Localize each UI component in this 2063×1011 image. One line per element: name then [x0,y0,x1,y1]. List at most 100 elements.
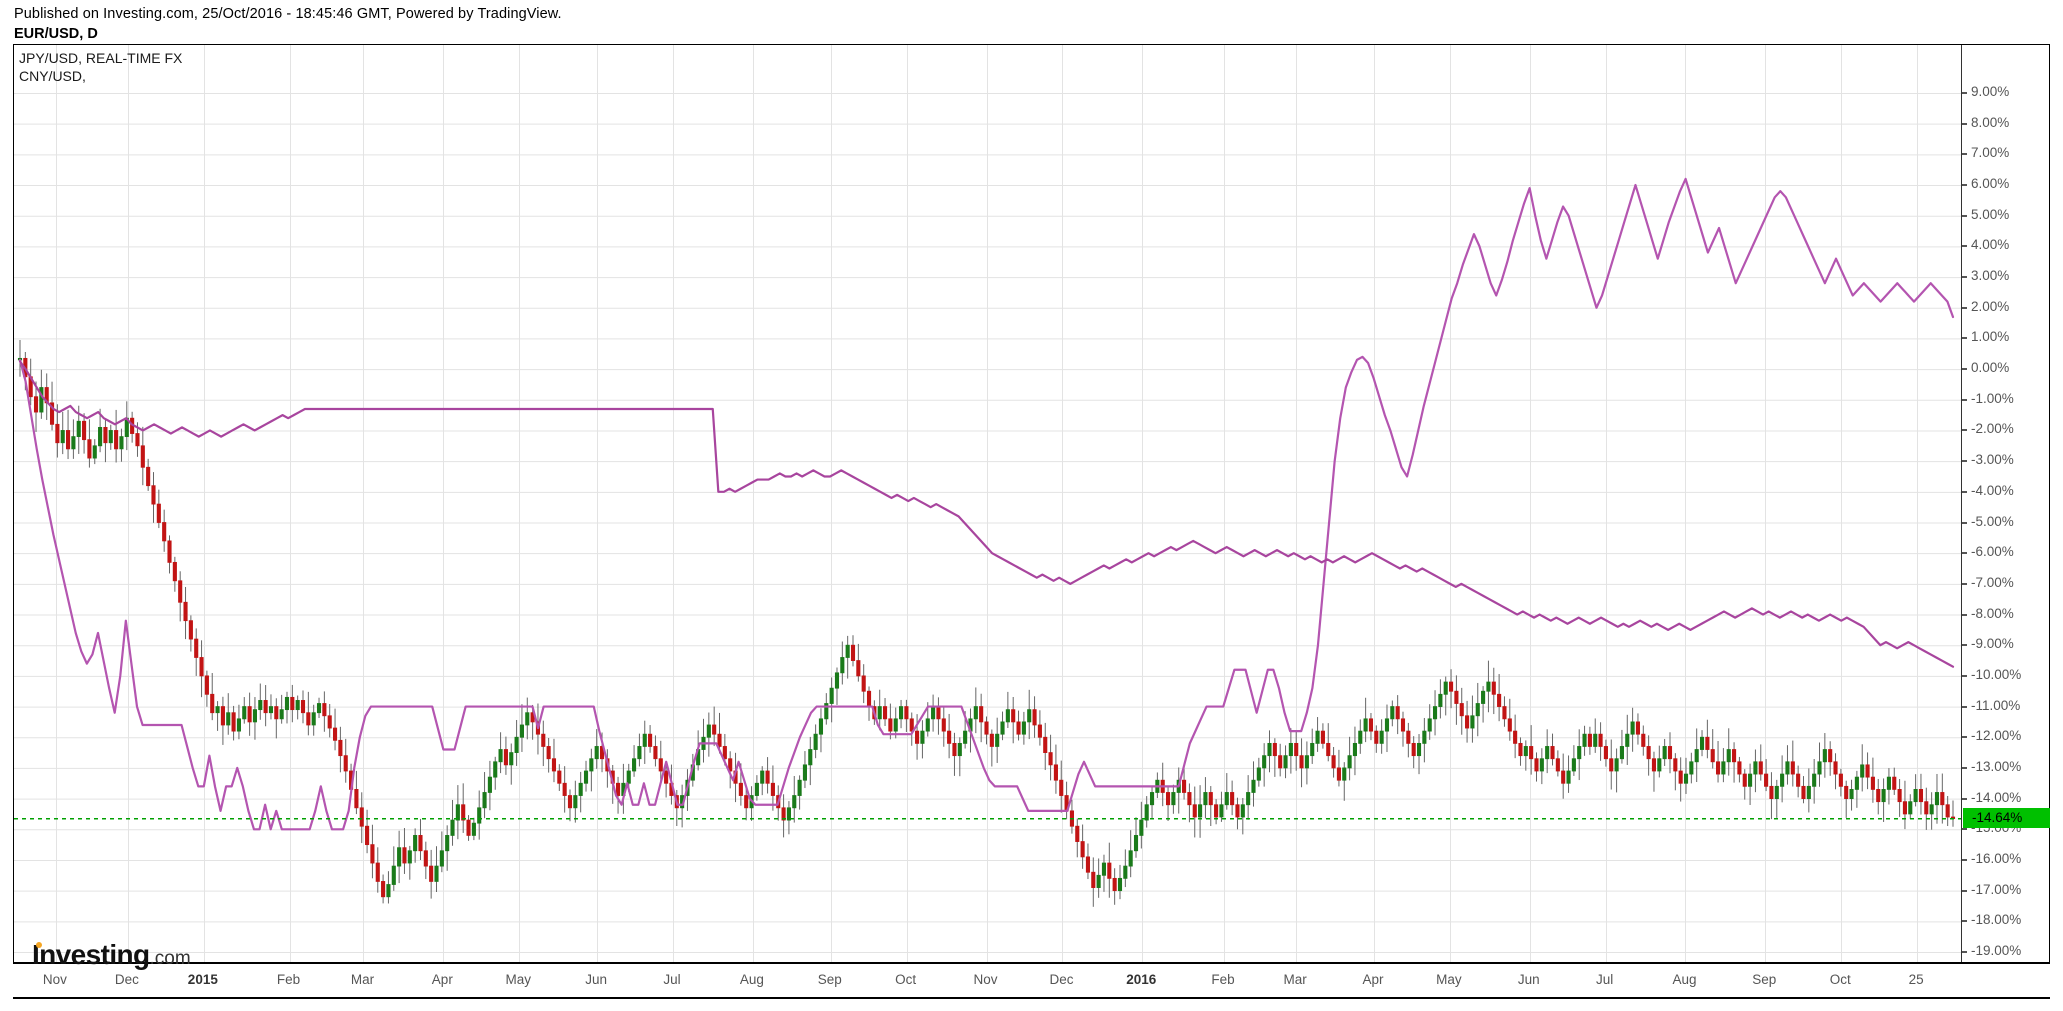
tick-mark [1962,276,1967,279]
tick-mark [1962,644,1967,647]
date-axis-label: 2015 [187,972,218,987]
tick-mark [1962,460,1967,463]
date-axis-label: Apr [431,972,453,987]
date-axis-label: Aug [1672,972,1697,987]
price-axis-label: -2.00% [1971,421,2014,437]
tick-mark [1962,306,1967,309]
legend-item-cny: CNY/USD, [19,68,86,84]
tick-mark [1962,736,1967,739]
publisher-line: Published on Investing.com, 25/Oct/2016 … [14,6,562,22]
price-axis-label: -13.00% [1971,758,2022,774]
tick-mark [1962,797,1967,800]
tick-mark [1962,429,1967,432]
date-axis-label: 25 [1908,972,1924,987]
tick-mark [1962,92,1967,94]
price-axis-label: -16.00% [1971,850,2022,866]
date-axis-label: Jun [1517,972,1540,987]
date-axis[interactable]: Nov Dec 2015 Feb Mar Apr May Jun Jul Aug Sep Oct Nov… [13,963,2050,999]
tick-mark [1962,552,1967,555]
price-axis-label: 6.00% [1971,176,2010,192]
date-axis-label: 2016 [1126,972,1157,987]
price-axis-label: 1.00% [1971,329,2010,345]
price-axis-label: 7.00% [1971,145,2010,161]
chart-canvas [14,45,1961,962]
chart-plot-area[interactable] [14,45,1961,962]
tick-mark [1962,858,1967,861]
price-axis-label: -8.00% [1971,605,2014,621]
tick-mark [1962,705,1967,708]
date-axis-label: May [505,972,531,987]
price-axis[interactable]: 9.00% 8.00% 7.00% 6.00% 5.00% 4.00% 3.00% 2.00%… [1961,45,2050,962]
chart-legend: JPY/USD, REAL-TIME FX CNY/USD, [19,49,182,85]
tick-mark [1962,368,1967,371]
logo-text-main: Investing [32,939,150,970]
price-axis-label: -9.00% [1971,636,2014,652]
candlestick-series [17,339,1956,907]
page-title: EUR/USD, D [14,26,98,42]
tick-mark [1962,613,1967,616]
tick-mark [1962,214,1967,217]
line-series-1 [18,360,1955,668]
tick-mark [1962,184,1967,187]
date-axis-label: Aug [739,972,764,987]
date-axis-label: Jul [1596,972,1614,987]
tick-mark [1962,398,1967,401]
price-axis-label: -5.00% [1971,513,2014,529]
tick-mark [1962,490,1967,493]
price-axis-label: -19.00% [1971,943,2022,958]
tick-mark [1962,889,1967,892]
tick-mark [1962,521,1967,524]
date-axis-label: Oct [1829,972,1851,987]
current-price-badge[interactable]: -14.64% [1963,808,2050,829]
date-axis-label: Dec [1049,972,1074,987]
price-axis-label: 9.00% [1971,84,2010,99]
price-axis-label: -6.00% [1971,544,2014,560]
chart-frame: JPY/USD, REAL-TIME FX CNY/USD, 9.00% 8.00… [13,44,2050,970]
price-axis-label: -11.00% [1971,697,2021,713]
price-axis-label: 8.00% [1971,114,2010,130]
date-axis-label: Sep [1752,972,1777,987]
grid-vertical [56,45,1918,962]
date-axis-label: Apr [1362,972,1384,987]
tick-mark [1962,582,1967,585]
date-axis-label: Feb [1211,972,1235,987]
tick-mark [1962,828,1967,831]
logo-text-tld: .com [149,948,191,969]
price-axis-label: -17.00% [1971,881,2022,897]
date-axis-label: Mar [1283,972,1307,987]
date-axis-label: Oct [895,972,917,987]
price-axis-label: -7.00% [1971,574,2014,590]
price-axis-label: -3.00% [1971,452,2014,468]
price-axis-label: -12.00% [1971,728,2022,744]
price-axis-label: -10.00% [1971,666,2022,682]
tick-mark [1962,766,1967,769]
date-axis-label: Dec [114,972,139,987]
tick-mark [1962,337,1967,340]
investing-logo: Investing.com [32,940,191,974]
tick-mark [1962,951,1967,953]
price-axis-label: -18.00% [1971,912,2022,928]
price-axis-label: -14.00% [1971,789,2022,805]
date-axis-label: Nov [42,972,67,987]
date-axis-label: Feb [276,972,301,987]
price-axis-label: 0.00% [1971,360,2010,376]
tick-mark [1962,674,1967,677]
tick-mark [1962,920,1967,923]
legend-item-jpy: JPY/USD, REAL-TIME FX [19,50,183,66]
date-axis-label: Sep [817,972,842,987]
price-axis-label: 3.00% [1971,268,2010,284]
date-axis-label: Jun [585,972,608,987]
price-axis-label: 2.00% [1971,298,2010,314]
price-axis-label: -1.00% [1971,390,2014,406]
tick-mark [1962,153,1967,156]
date-axis-label: May [1436,972,1462,987]
line-series-0 [18,177,1955,831]
date-axis-label: Mar [350,972,375,987]
price-axis-label: 4.00% [1971,237,2010,253]
date-axis-label: Jul [663,972,681,987]
date-axis-label: Nov [973,972,998,987]
tick-mark [1962,122,1967,125]
tick-mark [1962,245,1967,248]
price-axis-label: -4.00% [1971,482,2014,498]
price-axis-label: 5.00% [1971,206,2010,222]
